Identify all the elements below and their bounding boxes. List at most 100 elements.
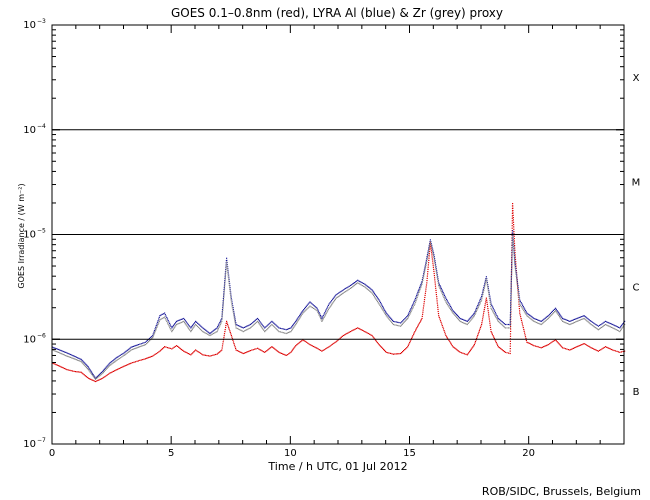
series-1-point [198, 323, 200, 325]
series-1-point [93, 375, 95, 377]
series-2-point [53, 349, 55, 352]
series-1-point [510, 295, 512, 297]
series-0-point [102, 377, 104, 379]
series-2-point [52, 349, 54, 351]
series-2-point [224, 279, 226, 281]
series-0-point [451, 344, 453, 347]
series-2-point [490, 305, 492, 307]
series-0-point [510, 269, 513, 271]
series-0-point [425, 284, 428, 286]
series-2-point [242, 331, 244, 333]
series-0-point [364, 331, 366, 333]
series-1-point [437, 276, 439, 278]
series-1-point [58, 348, 60, 351]
series-2-point [59, 352, 61, 354]
series-1 [52, 230, 626, 379]
series-0-point [259, 349, 261, 351]
series-1-point [181, 318, 184, 320]
series-1-point [99, 373, 101, 375]
series-1-point [510, 290, 512, 292]
series-1-point [582, 315, 584, 317]
y-tick-exponent: −6 [37, 332, 46, 339]
series-0-point [315, 347, 317, 349]
series-1-point [521, 303, 523, 305]
series-2-point [425, 262, 427, 264]
series-1-point [370, 288, 372, 290]
series-1-point [392, 320, 394, 322]
series-1-point [436, 272, 438, 274]
series-2-point [428, 249, 430, 251]
series-1-point [290, 327, 292, 329]
series-2-point [153, 334, 155, 336]
series-0-point [186, 352, 188, 354]
series-0-point [239, 351, 241, 353]
series-0-point [433, 268, 435, 270]
series-2-point [388, 318, 390, 320]
series-0-point [437, 313, 440, 315]
series-0-point [426, 280, 428, 282]
series-2-point [570, 323, 572, 325]
series-0-point [229, 330, 231, 332]
series-2-point [224, 283, 226, 285]
series-0-point [426, 277, 428, 279]
series-2-point [515, 273, 517, 275]
series-2-point [514, 260, 516, 262]
series-1-point [511, 254, 513, 256]
series-0-point [354, 328, 356, 330]
series-0-point [431, 254, 433, 256]
series-2-point [91, 373, 93, 376]
series-0-point [383, 349, 386, 351]
series-1-point [541, 320, 543, 322]
series-1-point [327, 304, 329, 306]
series-2-point [514, 269, 517, 271]
series-1-point [534, 318, 536, 320]
series-0-point [395, 353, 397, 355]
series-2-point [356, 283, 358, 285]
series-0-point [121, 366, 123, 368]
series-0-point [446, 337, 448, 339]
series-1-point [304, 307, 306, 310]
series-2-point [246, 329, 248, 331]
series-2-point [477, 308, 479, 310]
series-1-point [497, 316, 499, 318]
series-0-point [496, 343, 498, 345]
series-1-point [116, 356, 118, 358]
series-2-point [414, 303, 416, 305]
series-1-point [252, 321, 255, 323]
series-1-point [364, 283, 366, 285]
series-0-point [478, 331, 480, 333]
series-1-point [348, 285, 350, 287]
series-1-point [114, 358, 116, 360]
series-2-point [340, 293, 342, 296]
series-1-point [599, 324, 601, 326]
series-2-point [434, 263, 436, 265]
series-1-point [602, 322, 604, 324]
series-0-point [612, 349, 614, 351]
series-0-point [407, 346, 409, 348]
series-1-point [202, 327, 204, 329]
series-2-point [416, 296, 418, 298]
series-2-point [107, 366, 109, 368]
series-0-point [599, 349, 601, 351]
series-0-point [246, 351, 248, 353]
series-1-point [544, 317, 546, 319]
series-2-point [545, 319, 547, 321]
series-2-point [381, 308, 383, 310]
series-1-point [233, 314, 235, 316]
series-2-point [484, 282, 487, 284]
series-1-point [511, 266, 513, 268]
series-1-point [438, 283, 440, 285]
series-1-point [510, 271, 513, 273]
series-2-point [487, 286, 489, 288]
series-1-point [222, 304, 224, 306]
series-1-point [484, 281, 486, 283]
series-0-point [276, 350, 278, 352]
series-0-point [461, 352, 463, 354]
series-0-point [413, 333, 415, 335]
series-0-point [231, 338, 233, 340]
series-1-point [553, 308, 556, 310]
series-0-point [406, 347, 408, 349]
series-0-point [351, 330, 353, 332]
series-1-point [180, 318, 182, 320]
series-0-point [429, 250, 431, 253]
